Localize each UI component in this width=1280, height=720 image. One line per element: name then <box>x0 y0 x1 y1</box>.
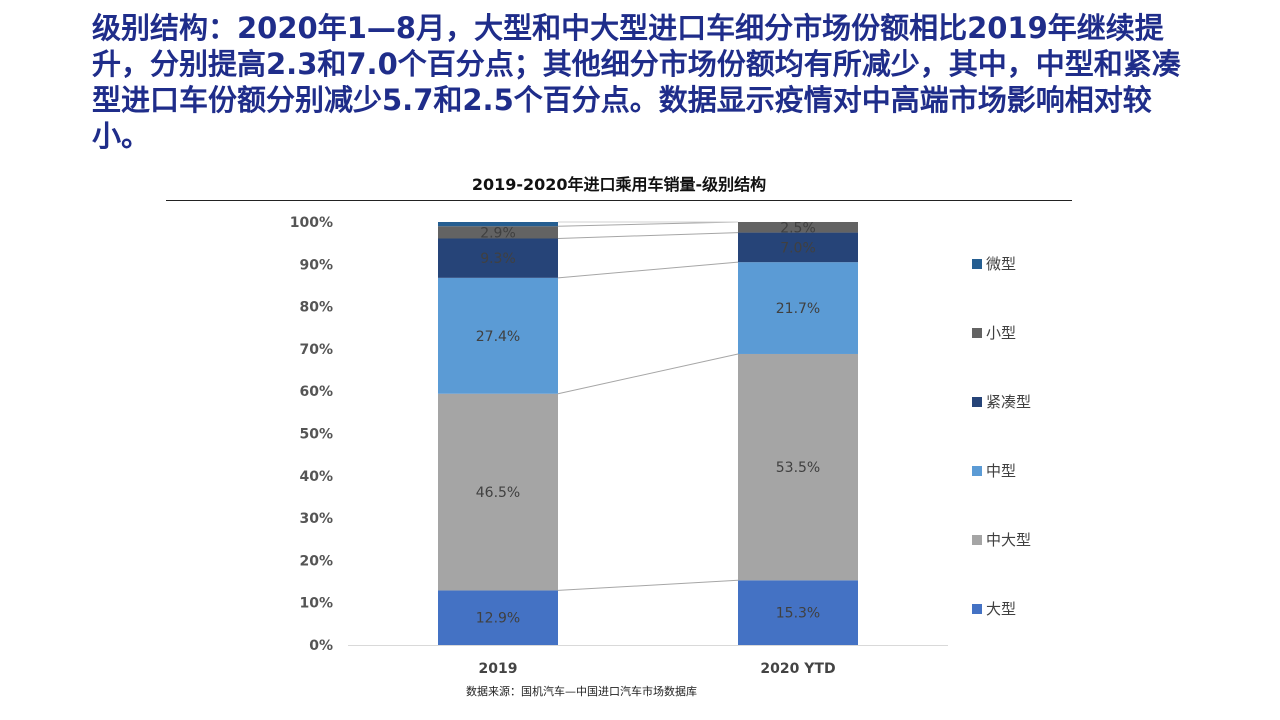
y-tick-label: 30% <box>299 511 333 527</box>
data-label: 21.7% <box>776 301 820 317</box>
bar-segment <box>438 226 558 239</box>
legend-swatch <box>972 604 982 614</box>
legend-swatch <box>972 328 982 338</box>
bar-segment <box>738 580 858 645</box>
y-tick-label: 70% <box>299 342 333 358</box>
bar-segment <box>438 222 558 227</box>
series-connector-line <box>557 261 739 279</box>
legend-label: 中大型 <box>986 531 1031 549</box>
legend-label: 微型 <box>986 255 1016 273</box>
data-label: 12.9% <box>476 611 520 627</box>
data-label: 27.4% <box>476 329 520 345</box>
x-category-label: 2020 YTD <box>760 661 835 677</box>
y-tick-label: 40% <box>299 469 333 485</box>
y-tick-label: 10% <box>299 596 333 612</box>
series-connector-line <box>557 353 739 395</box>
data-label: 9.3% <box>480 251 516 267</box>
data-label: 15.3% <box>776 606 820 622</box>
bar-segment <box>438 393 558 591</box>
bar-segment <box>738 262 858 354</box>
legend-label: 紧凑型 <box>986 393 1031 411</box>
title-underline <box>166 200 1072 201</box>
series-connector-line <box>557 221 739 227</box>
bar-segment <box>438 590 558 645</box>
y-tick-label: 80% <box>299 300 333 316</box>
data-label: 53.5% <box>776 460 820 476</box>
bar-segment <box>438 277 558 394</box>
page-headline: 级别结构：2020年1—8月，大型和中大型进口车细分市场份额相比2019年继续提… <box>92 11 1181 153</box>
legend-label: 大型 <box>986 600 1016 618</box>
data-label: 7.0% <box>780 240 816 256</box>
legend-swatch <box>972 466 982 476</box>
data-label: 2.5% <box>780 220 816 236</box>
series-connector-line <box>557 579 739 591</box>
data-label: 2.9% <box>480 225 516 241</box>
series-connector-line <box>557 232 739 239</box>
bar-segment <box>738 353 858 581</box>
legend-swatch <box>972 535 982 545</box>
legend-swatch <box>972 397 982 407</box>
data-source-note: 数据来源：国机汽车—中国进口汽车市场数据库 <box>466 685 697 698</box>
bar-segment <box>738 232 858 263</box>
y-tick-label: 50% <box>299 427 333 443</box>
y-tick-label: 60% <box>299 384 333 400</box>
y-tick-label: 0% <box>309 638 333 654</box>
y-tick-label: 90% <box>299 257 333 273</box>
y-tick-label: 20% <box>299 553 333 569</box>
data-label: 46.5% <box>476 485 520 501</box>
x-category-label: 2019 <box>479 661 518 677</box>
y-tick-label: 100% <box>290 215 333 231</box>
bar-segment <box>738 222 858 233</box>
legend-label: 小型 <box>986 324 1016 342</box>
bar-segment <box>438 238 558 278</box>
chart-title: 2019-2020年进口乘用车销量-级别结构 <box>471 175 767 194</box>
legend-label: 中型 <box>986 462 1016 480</box>
legend-swatch <box>972 259 982 269</box>
